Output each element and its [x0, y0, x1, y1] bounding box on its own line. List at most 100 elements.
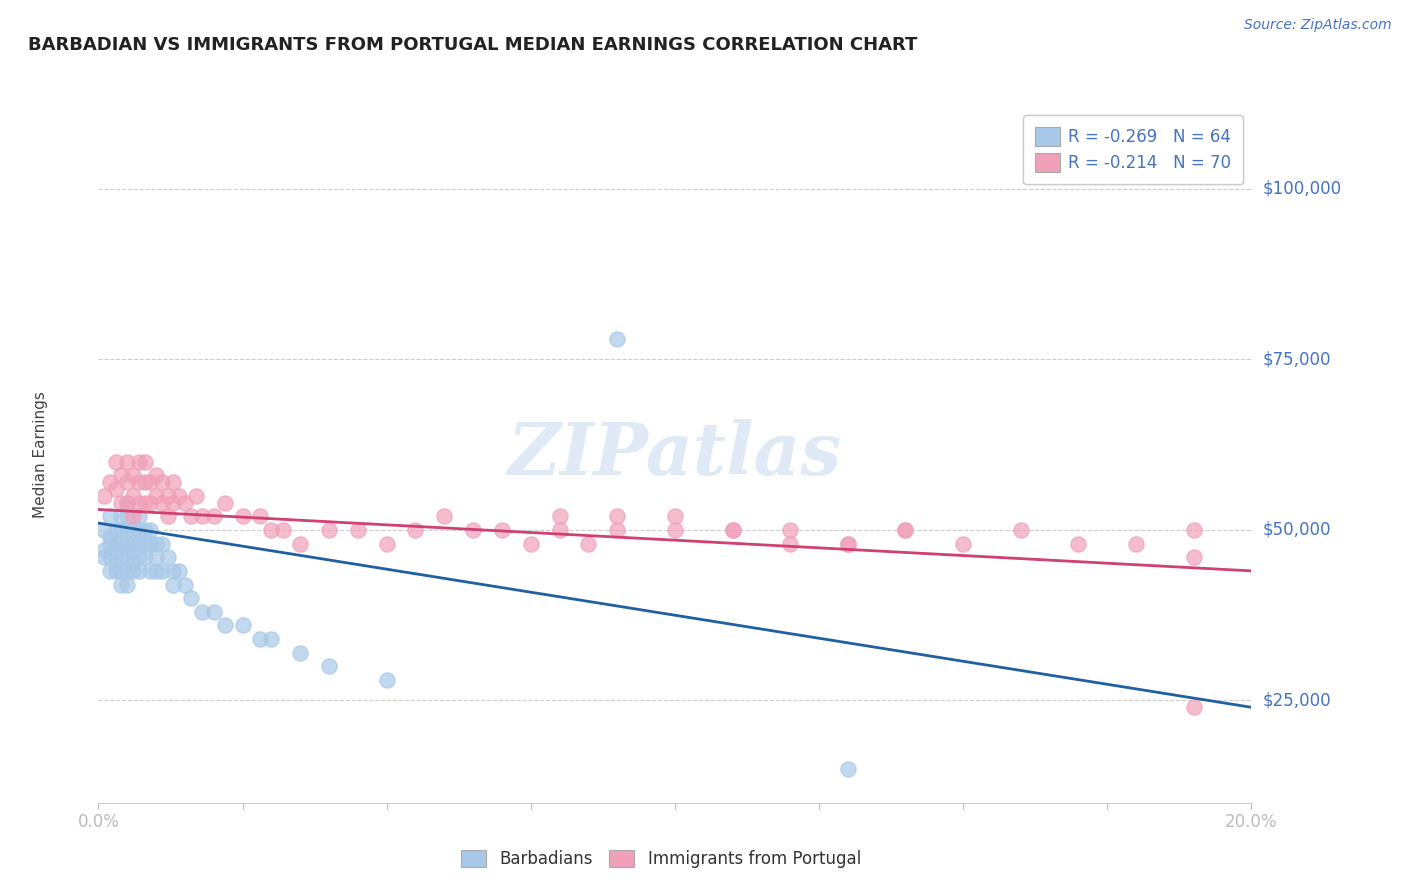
Point [145, 536, 167, 550]
Point [156, 550, 179, 565]
Point [894, 523, 917, 537]
Text: $75,000: $75,000 [1263, 351, 1331, 368]
Text: ZIPatlas: ZIPatlas [508, 419, 842, 491]
Point [98, 564, 121, 578]
Point [110, 468, 132, 483]
Point [433, 509, 456, 524]
Point [837, 762, 859, 776]
Point [145, 468, 167, 483]
Point [721, 523, 744, 537]
Point [375, 673, 398, 687]
Point [128, 496, 150, 510]
Point [779, 536, 801, 550]
Point [139, 564, 162, 578]
Point [318, 659, 340, 673]
Point [231, 618, 254, 632]
Point [1067, 536, 1090, 550]
Point [104, 543, 127, 558]
Point [162, 496, 184, 510]
Point [231, 509, 254, 524]
Point [134, 455, 156, 469]
Point [491, 523, 513, 537]
Point [346, 523, 368, 537]
Point [134, 496, 156, 510]
Point [117, 496, 138, 510]
Point [117, 523, 138, 537]
Point [186, 489, 208, 503]
Point [1182, 523, 1205, 537]
Point [122, 543, 145, 558]
Point [134, 475, 156, 490]
Text: Source: ZipAtlas.com: Source: ZipAtlas.com [1244, 18, 1392, 32]
Point [139, 496, 162, 510]
Point [104, 523, 127, 537]
Point [162, 475, 184, 490]
Point [548, 509, 571, 524]
Point [578, 536, 600, 550]
Point [1125, 536, 1147, 550]
Point [122, 489, 145, 503]
Text: Median Earnings: Median Earnings [34, 392, 48, 518]
Point [104, 564, 127, 578]
Point [191, 605, 214, 619]
Text: BARBADIAN VS IMMIGRANTS FROM PORTUGAL MEDIAN EARNINGS CORRELATION CHART: BARBADIAN VS IMMIGRANTS FROM PORTUGAL ME… [28, 36, 918, 54]
Point [180, 509, 202, 524]
Point [139, 536, 162, 550]
Point [110, 577, 132, 591]
Point [117, 455, 138, 469]
Point [122, 468, 145, 483]
Point [134, 523, 156, 537]
Point [122, 509, 145, 524]
Text: $100,000: $100,000 [1263, 180, 1341, 198]
Point [202, 509, 225, 524]
Point [214, 618, 236, 632]
Point [837, 536, 859, 550]
Point [260, 632, 283, 646]
Point [134, 536, 156, 550]
Point [122, 536, 145, 550]
Point [162, 564, 184, 578]
Point [191, 509, 214, 524]
Point [180, 591, 202, 606]
Legend: Barbadians, Immigrants from Portugal: Barbadians, Immigrants from Portugal [454, 843, 868, 875]
Point [461, 523, 484, 537]
Point [145, 550, 167, 565]
Point [520, 536, 543, 550]
Point [290, 536, 312, 550]
Point [122, 523, 145, 537]
Point [952, 536, 974, 550]
Point [271, 523, 294, 537]
Point [664, 509, 686, 524]
Point [117, 496, 138, 510]
Point [167, 564, 190, 578]
Point [1182, 550, 1205, 565]
Point [110, 509, 132, 524]
Point [98, 536, 121, 550]
Point [664, 523, 686, 537]
Point [249, 509, 271, 524]
Point [548, 523, 571, 537]
Point [318, 523, 340, 537]
Point [104, 536, 127, 550]
Point [98, 475, 121, 490]
Point [145, 564, 167, 578]
Point [110, 550, 132, 565]
Point [128, 550, 150, 565]
Point [98, 509, 121, 524]
Point [104, 482, 127, 496]
Point [150, 496, 173, 510]
Point [214, 496, 236, 510]
Point [117, 509, 138, 524]
Point [1182, 700, 1205, 714]
Point [606, 332, 628, 346]
Point [156, 489, 179, 503]
Point [117, 564, 138, 578]
Point [93, 489, 115, 503]
Point [98, 530, 121, 544]
Point [139, 523, 162, 537]
Point [156, 509, 179, 524]
Point [290, 646, 312, 660]
Point [145, 489, 167, 503]
Point [174, 496, 197, 510]
Point [104, 455, 127, 469]
